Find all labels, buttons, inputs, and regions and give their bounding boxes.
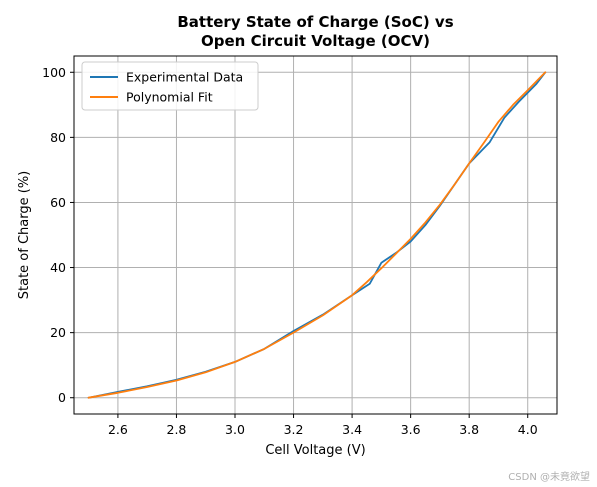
y-tick-label: 60 [50, 195, 66, 210]
legend: Experimental Data Polynomial Fit [81, 61, 259, 111]
grid [74, 56, 557, 414]
series-line-polynomial-fit [87, 71, 547, 399]
y-tick-label: 20 [50, 325, 66, 340]
legend-box [81, 61, 259, 111]
x-tick-label: 3.6 [401, 422, 421, 437]
x-tick-label: 3.0 [225, 422, 245, 437]
chart-title-line: Battery State of Charge (SoC) vs [177, 13, 453, 31]
x-axis-label: Cell Voltage (V) [265, 443, 365, 458]
watermark-text: CSDN @未竟欲望 [508, 470, 590, 483]
x-tick-label: 3.8 [459, 422, 479, 437]
y-tick-label: 0 [58, 390, 66, 405]
legend-label: Polynomial Fit [126, 90, 213, 105]
x-tick-label: 2.6 [108, 422, 128, 437]
x-axis-ticks: 2.6 2.8 3.0 3.2 3.4 3.6 3.8 4.0 [108, 414, 538, 437]
legend-label: Experimental Data [126, 70, 243, 85]
x-tick-label: 3.4 [342, 422, 362, 437]
y-axis-ticks: 0 20 40 60 80 100 [42, 65, 74, 405]
y-axis-label: State of Charge (%) [17, 171, 32, 299]
x-tick-label: 2.8 [167, 422, 187, 437]
y-tick-label: 40 [50, 260, 66, 275]
chart-title-line: Open Circuit Voltage (OCV) [201, 32, 430, 50]
series-lines [87, 71, 547, 399]
plot-frame [73, 55, 558, 415]
x-tick-label: 4.0 [518, 422, 538, 437]
series-line-experimental-data [87, 71, 547, 399]
y-tick-label: 80 [50, 130, 66, 145]
y-tick-label: 100 [42, 65, 66, 80]
x-tick-label: 3.2 [284, 422, 304, 437]
